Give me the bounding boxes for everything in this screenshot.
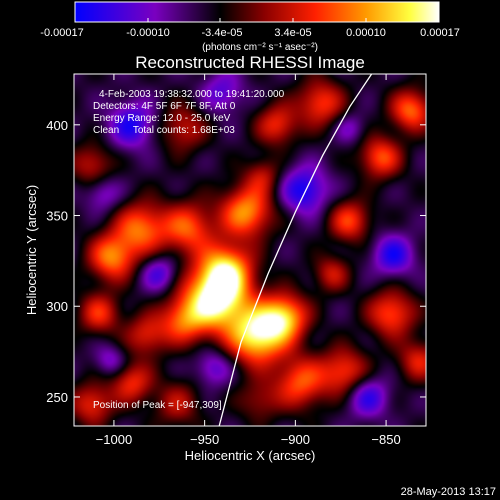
colorbar-ticks xyxy=(74,18,440,22)
colorbar-tick-label: -3.4e-05 xyxy=(202,27,243,39)
y-tick-label: 350 xyxy=(46,209,68,224)
x-axis-label: Heliocentric X (arcsec) xyxy=(185,448,316,463)
x-tick-label: −900 xyxy=(281,432,310,447)
plot-area xyxy=(74,74,426,426)
chart-title: Reconstructed RHESSI Image xyxy=(135,53,365,72)
plot-frame xyxy=(73,73,427,427)
info-annotations: 4-Feb-2003 19:38:32.000 to 19:41:20.000 … xyxy=(93,89,285,411)
x-axis-ticks: −1000 −950 −900 −850 xyxy=(96,74,401,447)
x-tick-label: −850 xyxy=(371,432,400,447)
colorbar-gradient xyxy=(74,1,440,23)
y-tick-label: 250 xyxy=(46,390,68,405)
colorbar-tick-label: -0.00010 xyxy=(126,27,169,39)
colorbar-tick-label: -0.00017 xyxy=(40,27,83,39)
y-axis-ticks: 250 300 350 400 xyxy=(46,118,426,405)
time-range-text: 4-Feb-2003 19:38:32.000 to 19:41:20.000 xyxy=(99,89,285,100)
colorbar-tick-label: 0.00010 xyxy=(346,27,386,39)
y-axis-label: Heliocentric Y (arcsec) xyxy=(24,185,39,315)
x-tick-label: −950 xyxy=(190,432,219,447)
colorbar-unit-label: (photons cm⁻² s⁻¹ asec⁻²) xyxy=(202,42,318,53)
peak-position-text: Position of Peak = [-947,309] xyxy=(93,400,222,411)
footer-date: 28-May-2013 13:17 xyxy=(401,486,496,498)
clean-counts-text: Clean Total counts: 1.68E+03 xyxy=(93,125,235,136)
energy-range-text: Energy Range: 12.0 - 25.0 keV xyxy=(93,113,231,124)
y-tick-label: 300 xyxy=(46,299,68,314)
colorbar-tick-label: 0.00017 xyxy=(420,27,460,39)
detectors-text: Detectors: 4F 5F 6F 7F 8F, Att 0 xyxy=(93,101,236,112)
colorbar: -0.00017 -0.00010 -3.4e-05 3.4e-05 0.000… xyxy=(40,1,460,53)
colorbar-tick-label: 3.4e-05 xyxy=(274,27,311,39)
heatmap-image xyxy=(74,74,426,426)
solar-limb-curve xyxy=(218,74,373,426)
y-tick-label: 400 xyxy=(46,118,68,133)
x-tick-label: −1000 xyxy=(96,432,133,447)
